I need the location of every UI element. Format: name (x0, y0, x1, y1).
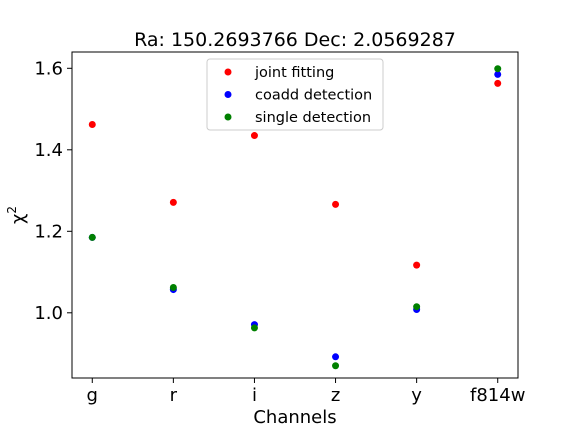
data-point (413, 303, 421, 311)
data-point (88, 233, 96, 241)
legend-marker (224, 113, 232, 121)
x-tick-label: z (331, 385, 340, 406)
data-point (250, 132, 258, 140)
x-axis-label: Channels (253, 407, 336, 428)
x-tick-label: g (87, 385, 98, 406)
data-point (494, 70, 502, 78)
data-point (169, 198, 177, 206)
data-point (169, 284, 177, 292)
data-point (332, 200, 340, 208)
data-points (88, 65, 502, 370)
y-axis-label: χ2 (5, 206, 29, 224)
data-point (88, 121, 96, 129)
y-axis-label-superscript: 2 (5, 206, 19, 214)
data-point (332, 362, 340, 370)
y-tick-label: 1.0 (34, 303, 63, 324)
data-point (250, 324, 258, 332)
y-axis-label-base: χ (8, 214, 29, 224)
x-tick-label: r (170, 385, 178, 406)
data-point (494, 65, 502, 73)
legend-marker (224, 68, 232, 76)
legend-marker (224, 91, 232, 98)
x-tick-label: y (411, 385, 422, 406)
legend-label: single detection (255, 110, 371, 126)
plot-frame (71, 51, 519, 379)
x-axis: g r i z y f814w (87, 378, 525, 406)
y-tick-label: 1.2 (34, 221, 63, 242)
y-tick-label: 1.4 (34, 140, 63, 161)
y-axis: 1.0 1.2 1.4 1.6 (34, 58, 72, 324)
data-point (413, 261, 421, 269)
x-tick-label: i (252, 385, 257, 406)
data-point (494, 79, 502, 87)
chart-title: Ra: 150.2693766 Dec: 2.0569287 (134, 29, 456, 51)
legend-label: coadd detection (255, 88, 372, 104)
y-tick-label: 1.6 (34, 58, 63, 79)
legend: joint fitting coadd detection single detec… (206, 58, 384, 131)
x-tick-label: f814w (470, 385, 525, 406)
data-point (332, 353, 340, 361)
legend-box (206, 58, 384, 131)
legend-label: joint fitting (254, 65, 334, 81)
